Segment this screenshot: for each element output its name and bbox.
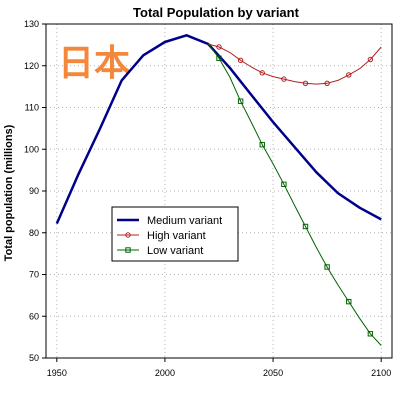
legend-label: Low variant xyxy=(147,245,203,257)
series-low-variant xyxy=(207,43,382,346)
y-tick-label: 120 xyxy=(24,61,39,71)
legend-item-low-variant: Low variant xyxy=(117,245,203,257)
high-variant-line xyxy=(208,43,382,85)
legend-marker xyxy=(125,232,131,238)
high-variant-point xyxy=(259,70,265,76)
y-tick-label: 100 xyxy=(24,144,39,154)
legend-label: Medium variant xyxy=(147,215,222,227)
low-variant-point xyxy=(346,298,352,305)
low-variant-point xyxy=(237,98,244,104)
high-variant-point xyxy=(281,76,287,82)
x-tick-label: 2050 xyxy=(263,368,283,378)
chart-title: Total Population by variant xyxy=(133,5,300,20)
low-variant-point xyxy=(302,223,309,230)
legend: Medium variant High variant Low variant xyxy=(111,206,239,262)
series-high-variant xyxy=(208,43,382,86)
legend-item-high-variant: High variant xyxy=(117,230,206,242)
x-tick-label: 2000 xyxy=(155,368,175,378)
high-variant-point xyxy=(237,57,244,64)
legend-box xyxy=(111,206,239,262)
high-variant-point xyxy=(302,80,309,86)
low-variant-point xyxy=(259,141,265,148)
country-annotation: 日本 xyxy=(58,43,130,84)
y-tick-label: 90 xyxy=(29,186,39,196)
y-tick-label: 130 xyxy=(24,19,39,29)
low-variant-point xyxy=(367,331,374,337)
y-tick-label: 110 xyxy=(25,103,39,113)
low-variant-line xyxy=(207,43,382,346)
y-tick-label: 70 xyxy=(29,270,39,280)
x-tick-label: 1950 xyxy=(47,368,67,378)
high-variant-point xyxy=(367,56,374,63)
x-tick-label: 2100 xyxy=(371,368,391,378)
legend-item-medium-variant: Medium variant xyxy=(117,215,222,227)
legend-label: High variant xyxy=(147,230,206,242)
high-variant-point xyxy=(216,44,222,50)
low-variant-point xyxy=(216,55,222,61)
y-tick-label: 60 xyxy=(29,311,39,321)
high-variant-point xyxy=(324,80,330,86)
y-tick-label: 50 xyxy=(29,353,39,363)
axis-ticks: 1950 2000 2050 2100 50 60 70 80 90 100 110 120 130 xyxy=(24,19,391,378)
high-variant-point xyxy=(346,72,352,78)
y-tick-label: 80 xyxy=(29,228,39,238)
low-variant-point xyxy=(324,264,330,270)
series-layer xyxy=(55,34,382,346)
legend-marker xyxy=(125,247,131,253)
y-axis-label: Total population (millions) xyxy=(3,124,15,261)
low-variant-point xyxy=(281,181,287,188)
